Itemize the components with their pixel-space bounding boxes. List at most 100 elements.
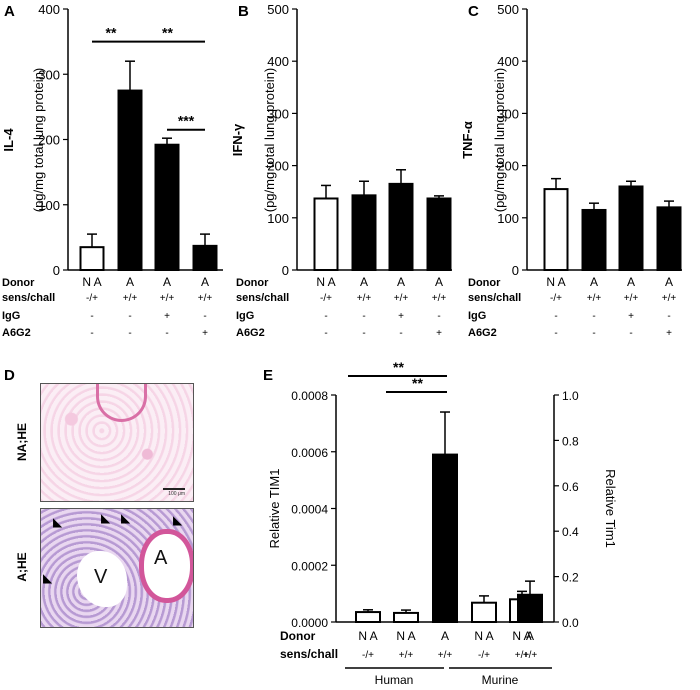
panel-letter-d: D xyxy=(4,367,15,384)
histology-image-na: 100 μm xyxy=(40,383,194,502)
y-tick-label: 300 xyxy=(267,106,289,121)
y-tick-label: 500 xyxy=(267,2,289,17)
condition-value: + xyxy=(398,311,404,322)
bar xyxy=(432,453,458,623)
y-axis-title-left: Relative TIM1 xyxy=(267,469,282,549)
condition-value: +/+ xyxy=(515,650,530,661)
condition-row-label: sens/chall xyxy=(236,292,289,304)
condition-value: - xyxy=(629,328,632,339)
panel-letter-b: B xyxy=(238,3,249,20)
condition-value: A xyxy=(435,275,443,289)
histology-label-bottom: A;HE xyxy=(15,552,29,581)
condition-value: A xyxy=(665,275,673,289)
y-tick-label-right: 0.8 xyxy=(562,434,579,448)
y-tick-label: 300 xyxy=(497,106,519,121)
y-tick-label: 0 xyxy=(512,263,519,278)
condition-value: +/+ xyxy=(399,650,414,661)
y-tick-label: 400 xyxy=(267,54,289,69)
y-tick-label-left: 0.0006 xyxy=(291,446,328,460)
condition-value: - xyxy=(324,328,327,339)
condition-value: N A xyxy=(546,275,565,289)
arrowhead-icon: ◣ xyxy=(121,511,131,525)
panel-a-il4-chart: 0 100 200 300 400 IL-4 (pg/mg total lung prote… xyxy=(1,2,223,339)
y-tick-label-left: 0.0000 xyxy=(291,616,328,630)
y-tick-label: 100 xyxy=(38,198,60,213)
y-tick-label: 300 xyxy=(38,67,60,82)
condition-value: +/+ xyxy=(432,293,447,304)
condition-value: N A xyxy=(512,629,531,643)
bar xyxy=(79,246,105,272)
condition-value: - xyxy=(90,311,93,322)
y-axis-subtitle: (pg/mg total lung protein) xyxy=(492,68,507,213)
significance-label: ** xyxy=(393,359,404,375)
scale-bar-label: 100 μm xyxy=(168,491,185,497)
condition-value: +/+ xyxy=(123,293,138,304)
condition-value: - xyxy=(592,311,595,322)
panel-letter-a: A xyxy=(4,3,15,20)
vessel-label: V xyxy=(94,566,108,588)
y-tick-label: 100 xyxy=(497,211,519,226)
condition-row-label: IgG xyxy=(2,310,20,322)
y-tick-label-right: 0.2 xyxy=(562,571,579,585)
bar xyxy=(192,244,218,271)
airway-lumen xyxy=(139,529,193,603)
condition-value: A xyxy=(201,275,209,289)
condition-row-label: A6G2 xyxy=(236,327,265,339)
condition-value: - xyxy=(437,311,440,322)
y-tick-label: 200 xyxy=(38,133,60,148)
condition-value: - xyxy=(554,328,557,339)
condition-value: A xyxy=(397,275,405,289)
condition-value: N A xyxy=(474,629,493,643)
panel-e-tim1-chart: 0.0000 0.0002 0.0004 0.0006 0.0008 0.0 0.2 0.4 0… xyxy=(267,359,618,687)
condition-row-label: sens/chall xyxy=(280,647,338,661)
bar xyxy=(426,197,452,271)
y-tick-label: 400 xyxy=(497,54,519,69)
condition-value: A xyxy=(526,629,534,643)
bar xyxy=(154,143,180,271)
arrowhead-icon: ◣ xyxy=(173,513,183,527)
y-tick-label: 500 xyxy=(497,2,519,17)
bar xyxy=(471,601,497,624)
y-tick-label-left: 0.0002 xyxy=(291,559,328,573)
group-label-murine: Murine xyxy=(482,673,519,687)
condition-value: - xyxy=(128,328,131,339)
arrowhead-icon: ◣ xyxy=(101,511,111,525)
condition-value: N A xyxy=(396,629,415,643)
condition-value: - xyxy=(592,328,595,339)
condition-value: A xyxy=(441,629,449,643)
condition-value: +/+ xyxy=(587,293,602,304)
condition-value: - xyxy=(203,311,206,322)
y-tick-label: 200 xyxy=(497,159,519,174)
significance-label: ** xyxy=(106,25,117,41)
condition-value: -/+ xyxy=(550,293,562,304)
condition-row-label: Donor xyxy=(280,629,316,643)
condition-value: +/+ xyxy=(523,650,538,661)
panel-b-ifng-chart: 0 100 200 300 400 500 IFN-γ (pg/mg total lung p… xyxy=(230,2,452,339)
y-axis-subtitle: (pg/mg total lung protein) xyxy=(262,68,277,213)
condition-value: -/+ xyxy=(362,650,374,661)
bar xyxy=(517,593,543,624)
scale-bar xyxy=(163,488,185,490)
bar xyxy=(656,206,682,271)
condition-value: + xyxy=(666,328,672,339)
arrowhead-icon: ◣ xyxy=(43,571,53,585)
condition-value: + xyxy=(436,328,442,339)
condition-row-label: A6G2 xyxy=(2,327,31,339)
condition-value: N A xyxy=(82,275,101,289)
condition-value: -/+ xyxy=(320,293,332,304)
bar xyxy=(351,194,377,272)
y-axis-title: IFN-γ xyxy=(230,123,245,156)
y-tick-label: 400 xyxy=(38,2,60,17)
bar xyxy=(543,188,569,271)
histology-label-top: NA;HE xyxy=(15,423,29,461)
y-tick-label: 0 xyxy=(282,263,289,278)
bar xyxy=(313,197,339,271)
y-tick-label: 0 xyxy=(53,263,60,278)
condition-value: - xyxy=(362,311,365,322)
condition-row-label: IgG xyxy=(236,310,254,322)
condition-value: A xyxy=(360,275,368,289)
condition-value: A xyxy=(627,275,635,289)
bar xyxy=(388,182,414,271)
panel-letter-c: C xyxy=(468,3,479,20)
